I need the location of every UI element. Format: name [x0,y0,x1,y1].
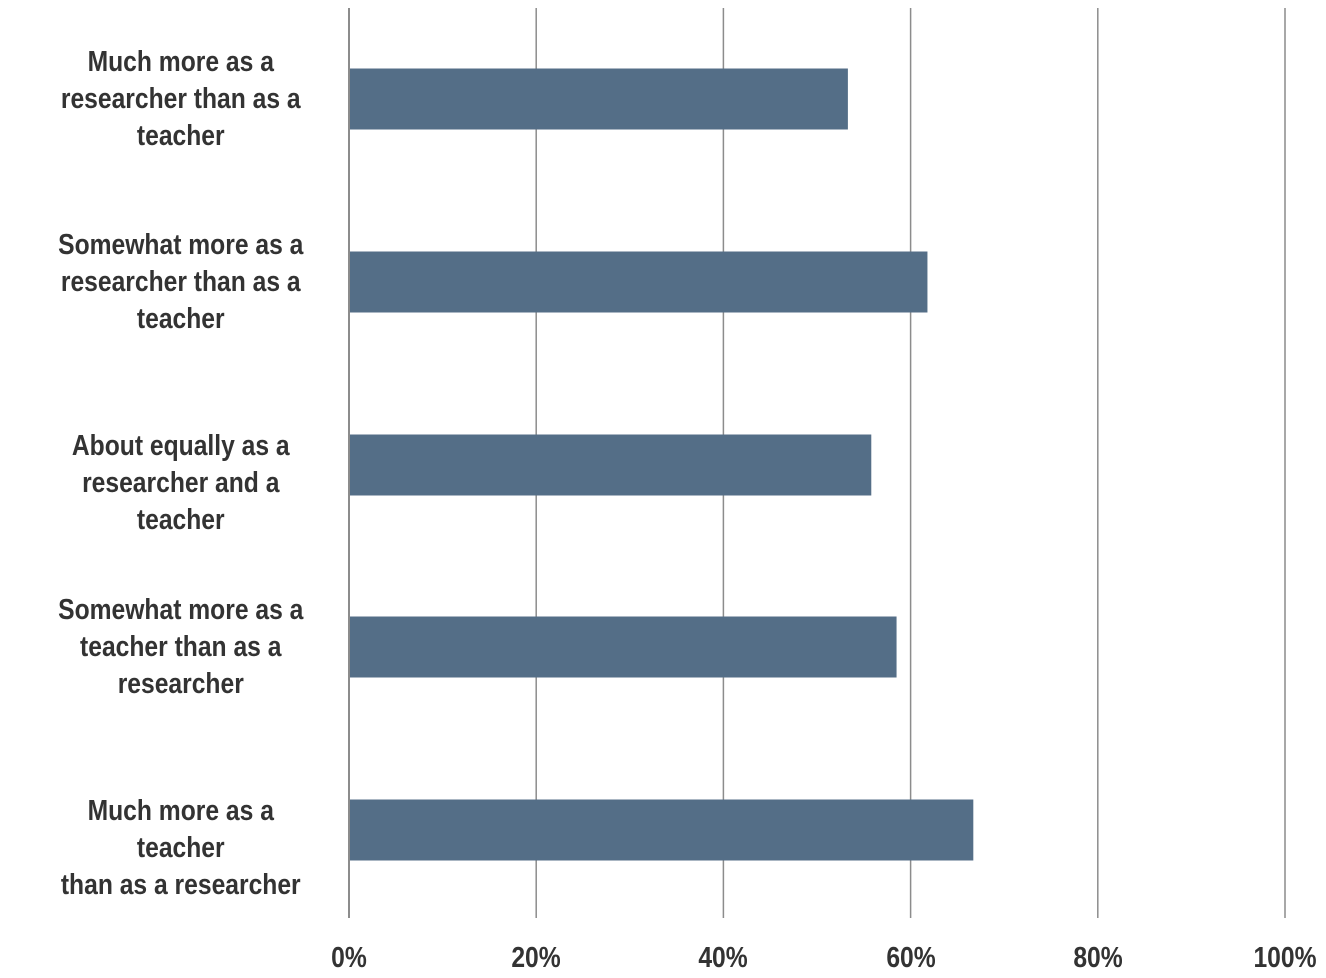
category-label: Somewhat more as a researcher than as a te… [41,227,322,338]
category-label-line: Somewhat more as a [58,228,304,261]
category-label: Much more as a teacher than as a research… [41,793,322,904]
x-tick-label: 0% [331,942,367,974]
category-label-line: researcher [117,667,244,700]
bar [350,799,974,861]
category-label: Somewhat more as a teacher than as a resea… [41,592,322,703]
category-label-line: About equally as a [71,430,290,462]
bar [350,251,928,313]
category-label-line: teacher [136,302,225,335]
x-tick-label: 60% [885,942,936,974]
bar [350,616,897,678]
x-tick-label: 40% [698,942,749,974]
category-label-line: teacher than as a [80,630,282,663]
x-tick-label: 100% [1253,942,1317,974]
category-label-line: Somewhat more as a [58,593,304,626]
bar [350,68,848,130]
category-label-line: than as a researcher [60,869,301,901]
category-label: About equally as a researcher and a teach… [41,428,322,539]
category-label-line: researcher than as a [60,82,301,115]
category-label: Much more as a researcher than as a teache… [41,44,322,155]
category-label-line: Much more as a teacher [87,795,274,864]
x-tick-label: 20% [511,942,561,974]
x-tick-label: 80% [1073,942,1123,974]
category-label-line: researcher and a teacher [82,467,280,536]
category-label-line: Much more as a [87,45,274,78]
category-label-line: teacher [136,119,225,152]
category-label-line: researcher than as a [60,265,301,298]
bar [350,434,872,496]
